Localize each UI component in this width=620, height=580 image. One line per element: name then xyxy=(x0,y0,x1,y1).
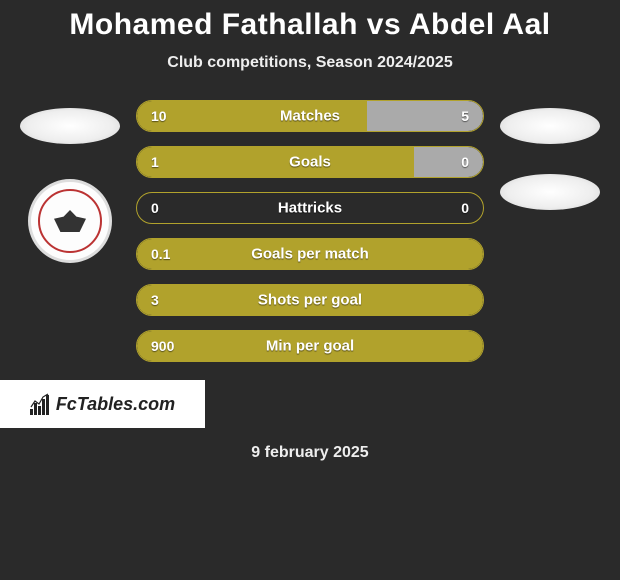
right-club-logo-placeholder xyxy=(500,174,600,210)
right-player-avatar-placeholder xyxy=(500,108,600,144)
stat-fill-right xyxy=(414,147,483,177)
stat-label: Goals xyxy=(289,154,331,171)
stats-column: 105Matches10Goals00Hattricks0.1Goals per… xyxy=(125,100,495,362)
content-row: 105Matches10Goals00Hattricks0.1Goals per… xyxy=(0,100,620,362)
comparison-card: Mohamed Fathallah vs Abdel Aal Club comp… xyxy=(0,0,620,462)
left-club-logo xyxy=(28,179,112,263)
stat-value-right: 5 xyxy=(461,108,469,124)
stat-value-left: 0.1 xyxy=(151,246,170,262)
stat-value-left: 0 xyxy=(151,200,159,216)
page-title: Mohamed Fathallah vs Abdel Aal xyxy=(0,8,620,42)
subtitle: Club competitions, Season 2024/2025 xyxy=(0,54,620,72)
stat-value-left: 1 xyxy=(151,154,159,170)
stat-label: Matches xyxy=(280,108,340,125)
left-club-logo-inner xyxy=(38,189,102,253)
stat-value-right: 0 xyxy=(461,154,469,170)
stat-label: Shots per goal xyxy=(258,292,362,309)
stat-label: Goals per match xyxy=(251,246,369,263)
stat-row: 1 0 Goals xyxy=(136,146,484,178)
stat-label: Hattricks xyxy=(278,200,342,217)
stat-row: 3 Shots per goal xyxy=(136,284,484,316)
stat-value-left: 10 xyxy=(151,108,167,124)
left-player-avatar-placeholder xyxy=(20,108,120,144)
right-player-col xyxy=(495,100,605,210)
stat-value-left: 3 xyxy=(151,292,159,308)
stat-value-right: 0 xyxy=(461,200,469,216)
stat-fill-left xyxy=(137,147,414,177)
stat-label: Min per goal xyxy=(266,338,354,355)
left-player-col xyxy=(15,100,125,263)
left-club-logo-icon xyxy=(54,210,86,232)
stat-row: 0 0 Hattricks xyxy=(136,192,484,224)
fctables-logo-icon xyxy=(30,393,52,415)
branding-text: FcTables.com xyxy=(56,394,175,415)
stat-row: 0.1 Goals per match xyxy=(136,238,484,270)
stat-value-left: 900 xyxy=(151,338,174,354)
stat-row: 900 Min per goal xyxy=(136,330,484,362)
stat-row: 10 5 Matches xyxy=(136,100,484,132)
date-line: 9 february 2025 xyxy=(0,444,620,462)
branding-badge: FcTables.com xyxy=(0,380,205,428)
